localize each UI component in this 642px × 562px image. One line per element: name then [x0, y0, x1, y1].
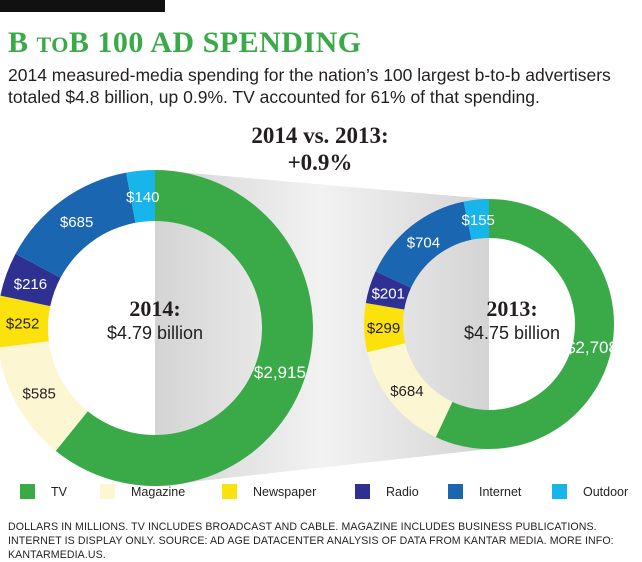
data-label-newspaper: $252: [6, 316, 39, 333]
data-label-radio: $216: [14, 276, 47, 293]
legend-swatch: [20, 484, 35, 499]
legend-item-tv: TV: [20, 484, 67, 499]
data-label-outdoor: $155: [462, 212, 495, 229]
legend: TV Magazine Newspaper Radio Internet Out…: [14, 484, 630, 506]
data-label-internet: $704: [407, 234, 440, 251]
slice-internet: [375, 201, 472, 288]
total-label: $4.75 billion: [463, 323, 561, 343]
headline-small: TO: [36, 32, 69, 57]
top-bar: [0, 0, 165, 12]
slice-magazine: [0, 341, 88, 451]
slice-newspaper: [0, 295, 51, 348]
headline: B TOB 100 AD SPENDING: [8, 26, 362, 60]
legend-item-newspaper: Newspaper: [222, 484, 316, 499]
legend-swatch: [355, 484, 370, 499]
slice-tv: [435, 199, 614, 449]
total-label: $4.79 billion: [106, 323, 204, 343]
legend-label: Internet: [479, 484, 522, 499]
donut-2013: $2,708 $684 $299 $201 $704 $155: [364, 199, 618, 449]
headline-lead: B: [8, 26, 37, 59]
year-label: 2013:: [486, 296, 538, 321]
slice-radio: [0, 253, 61, 307]
legend-label: Magazine: [131, 484, 186, 499]
subtitle: 2014 measured-media spending for the nat…: [8, 65, 611, 107]
slice-outdoor: [126, 170, 155, 223]
legend-item-outdoor: Outdoor: [552, 484, 628, 499]
slice-outdoor: [463, 199, 489, 240]
legend-label: Radio: [386, 484, 419, 499]
donut-2014: $2,915 $585 $252 $216 $685 $140: [0, 170, 314, 486]
data-label-magazine: $585: [23, 385, 56, 402]
slice-magazine: [367, 343, 453, 438]
comparison-change: +0.9%: [287, 150, 353, 175]
comparison-label: 2014 vs. 2013: +0.9%: [200, 122, 440, 176]
data-label-radio: $201: [372, 286, 405, 303]
slice-tv: [55, 170, 314, 486]
slice-newspaper: [364, 302, 406, 353]
legend-label: TV: [51, 484, 67, 499]
legend-swatch: [100, 484, 115, 499]
legend-swatch: [222, 484, 237, 499]
data-label-tv: $2,708: [566, 338, 618, 357]
legend-label: Outdoor: [583, 484, 629, 499]
data-label-outdoor: $140: [126, 189, 159, 206]
legend-swatch: [448, 484, 463, 499]
footnote: DOLLARS IN MILLIONS. TV INCLUDES BROADCA…: [8, 521, 614, 561]
data-label-newspaper: $299: [367, 320, 400, 337]
comparison-title: 2014 vs. 2013:: [251, 123, 389, 148]
headline-rest: B 100 AD SPENDING: [68, 26, 362, 59]
center-label-2014: 2014: $4.79 billion: [75, 296, 235, 344]
legend-item-magazine: Magazine: [100, 484, 185, 499]
data-label-magazine: $684: [390, 383, 423, 400]
slice-radio: [365, 271, 412, 310]
legend-swatch: [552, 484, 567, 499]
legend-item-radio: Radio: [355, 484, 419, 499]
year-label: 2014:: [129, 296, 181, 321]
slice-internet: [15, 172, 136, 278]
data-label-internet: $685: [60, 214, 93, 231]
data-label-tv: $2,915: [254, 363, 306, 382]
center-label-2013: 2013: $4.75 billion: [432, 296, 592, 344]
legend-label: Newspaper: [253, 484, 317, 499]
legend-item-internet: Internet: [448, 484, 521, 499]
